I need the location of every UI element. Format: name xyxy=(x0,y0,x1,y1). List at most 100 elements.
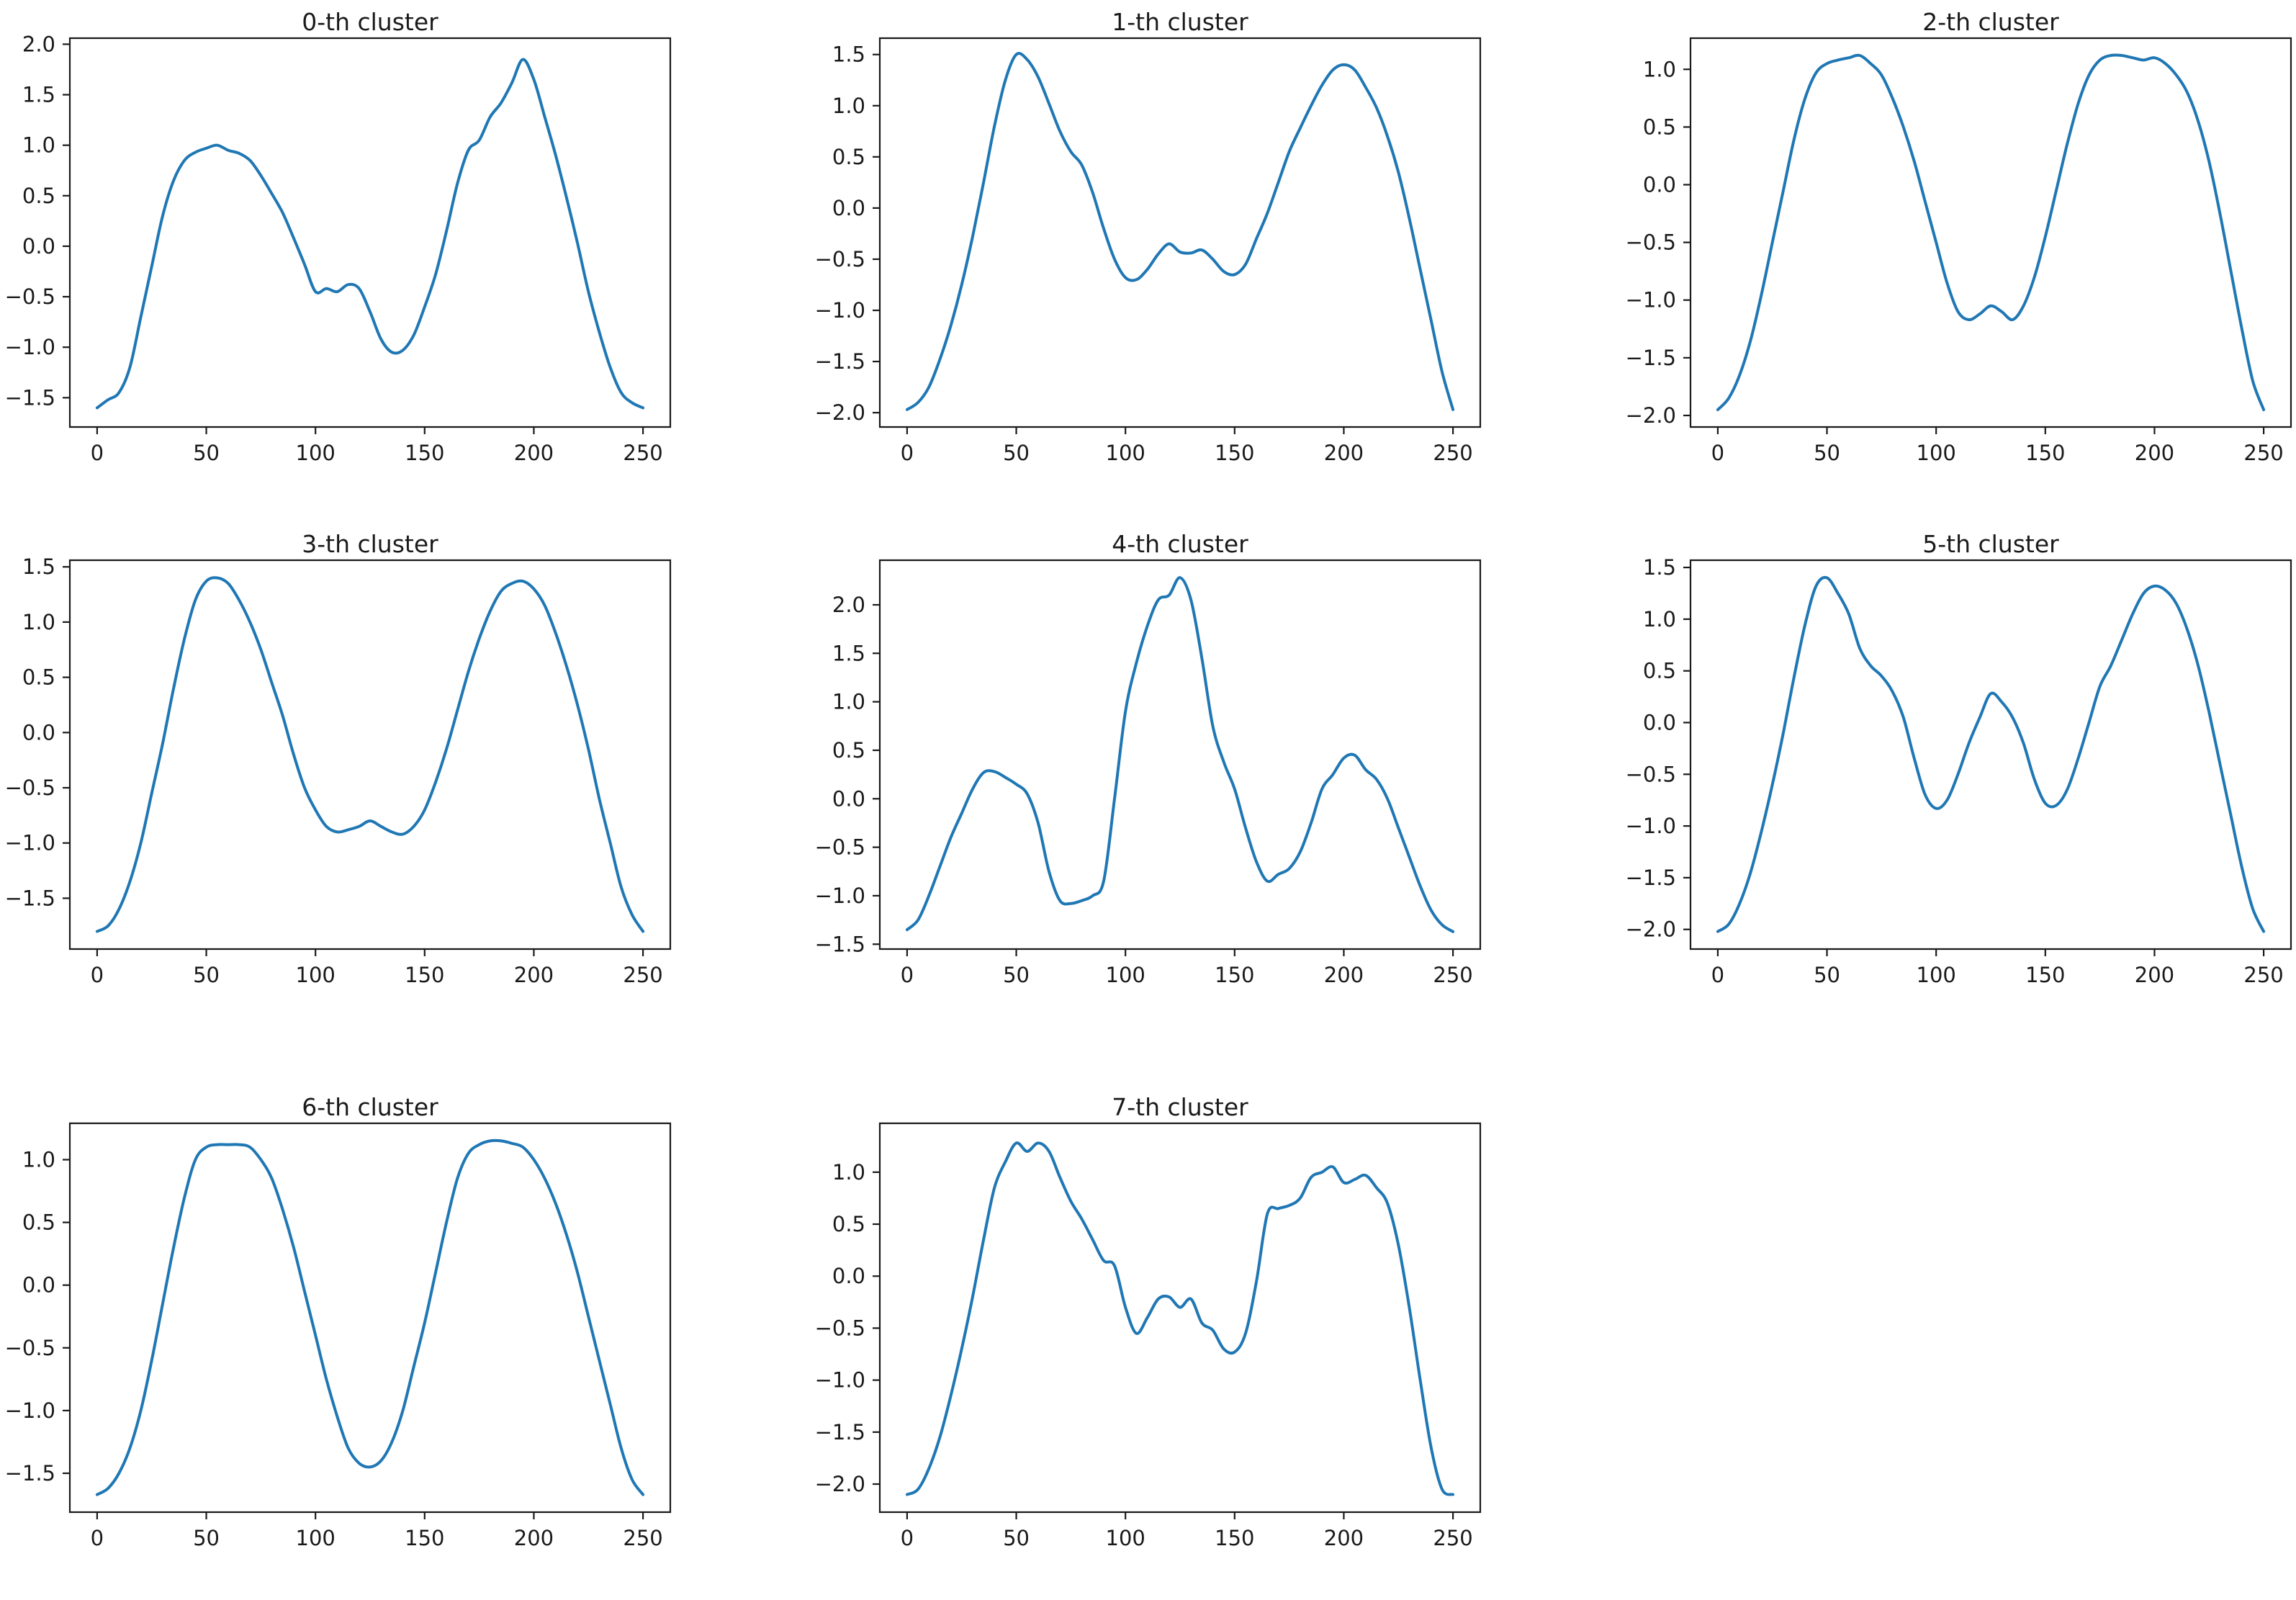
y-tick-label: 0.5 xyxy=(832,145,865,169)
subplot-1: 1-th cluster 0 50 100 150 200 250 1.5 1.0 0.5 0.0 −… xyxy=(815,8,1482,465)
x-tick-label: 150 xyxy=(405,963,444,987)
y-tick-label: −1.0 xyxy=(815,884,865,908)
y-tick-label: 1.0 xyxy=(22,610,55,634)
x-tick-label: 250 xyxy=(1433,441,1472,465)
axes-spines xyxy=(878,559,1482,950)
x-tick-label: 0 xyxy=(1711,963,1724,987)
y-tick-label: −1.5 xyxy=(815,349,865,374)
x-tick-label: 200 xyxy=(514,1526,554,1550)
x-tick-label: 0 xyxy=(901,1526,914,1550)
x-tick-label: 50 xyxy=(193,963,220,987)
x-tick-label: 0 xyxy=(91,441,104,465)
x-tick-label: 50 xyxy=(193,1526,220,1550)
y-tick-label: −1.0 xyxy=(1626,814,1676,838)
x-tick-label: 100 xyxy=(1917,441,1956,465)
cluster-centroids-figure: 0-th cluster 0 50 100 150 200 250 2.0 1.5 1.0 0.5 0… xyxy=(4,8,2292,1550)
y-tick-label: 0.0 xyxy=(1643,710,1676,734)
y-tick-label: 1.5 xyxy=(832,641,865,665)
x-tick-label: 100 xyxy=(1106,963,1145,987)
subplot-title: 4-th cluster xyxy=(1112,530,1248,558)
cluster-line xyxy=(95,576,645,933)
y-tick-label: −0.5 xyxy=(5,776,55,800)
y-tick-label: −0.5 xyxy=(815,1316,865,1340)
y-tick-label: −2.0 xyxy=(815,400,865,425)
x-tick-label: 200 xyxy=(1324,963,1364,987)
y-tick-label: −1.0 xyxy=(1626,288,1676,313)
axes: 0 50 100 150 200 250 1.5 1.0 0.5 0.0 −0.5 −1.0 −1.5 −… xyxy=(1626,555,2292,987)
y-tick-label: −0.5 xyxy=(1626,230,1676,255)
axes-spines xyxy=(1689,37,2292,428)
y-tick-label: 0.0 xyxy=(22,1273,55,1298)
axes: 0 50 100 150 200 250 1.5 1.0 0.5 0.0 −0.5 −1.0 −1.5 xyxy=(5,554,672,987)
y-tick-label: −1.5 xyxy=(815,1420,865,1444)
subplot-title: 1-th cluster xyxy=(1112,8,1248,36)
axes-spines xyxy=(878,37,1482,428)
x-tick-label: 150 xyxy=(1215,441,1254,465)
subplot-7: 7-th cluster 0 50 100 150 200 250 1.0 0.5 0.0 −0.5… xyxy=(815,1093,1482,1550)
x-tick-label: 100 xyxy=(1917,963,1956,987)
y-tick-label: −1.0 xyxy=(815,1368,865,1393)
x-tick-label: 150 xyxy=(2025,963,2065,987)
x-tick-label: 250 xyxy=(1433,1526,1472,1550)
y-tick-label: 0.5 xyxy=(22,1210,55,1235)
cluster-line xyxy=(95,58,645,410)
cluster-line xyxy=(95,1138,645,1496)
y-tick-label: 0.5 xyxy=(832,1212,865,1236)
x-tick-label: 50 xyxy=(1003,1526,1030,1550)
y-tick-label: −0.5 xyxy=(815,835,865,860)
y-tick-label: 1.5 xyxy=(22,83,55,107)
y-tick-label: 1.0 xyxy=(832,94,865,118)
y-tick-label: 1.0 xyxy=(1643,57,1676,81)
x-tick-label: 150 xyxy=(1215,963,1254,987)
y-tick-label: −1.0 xyxy=(815,298,865,323)
x-tick-label: 0 xyxy=(901,441,914,465)
y-tick-label: 0.5 xyxy=(832,738,865,763)
cluster-line xyxy=(1716,575,2266,933)
x-tick-label: 100 xyxy=(1106,441,1145,465)
x-tick-label: 50 xyxy=(193,441,220,465)
axes: 0 50 100 150 200 250 1.0 0.5 0.0 −0.5 −1.0 −1.5 −2.0 xyxy=(815,1122,1482,1550)
x-tick-label: 100 xyxy=(296,441,336,465)
x-tick-label: 100 xyxy=(296,963,336,987)
y-tick-label: 2.0 xyxy=(22,32,55,56)
subplot-6: 6-th cluster 0 50 100 150 200 250 1.0 0.5 0.0 −0.5… xyxy=(5,1093,672,1550)
x-tick-label: 50 xyxy=(1814,963,1840,987)
y-tick-label: 1.5 xyxy=(832,42,865,67)
x-tick-label: 200 xyxy=(2135,963,2174,987)
y-tick-label: 0.0 xyxy=(22,720,55,745)
y-tick-label: −2.0 xyxy=(1626,917,1676,942)
x-tick-label: 200 xyxy=(514,441,554,465)
subplot-title: 5-th cluster xyxy=(1922,530,2059,558)
axes-spines xyxy=(68,1122,672,1514)
x-tick-label: 0 xyxy=(1711,441,1724,465)
subplot-5: 5-th cluster 0 50 100 150 200 250 1.5 1.0 0.5 0.0 −… xyxy=(1626,530,2292,987)
x-tick-label: 200 xyxy=(514,963,554,987)
x-tick-label: 250 xyxy=(623,963,662,987)
y-tick-label: 0.5 xyxy=(1643,114,1676,139)
y-tick-label: 0.0 xyxy=(1643,173,1676,197)
x-tick-label: 150 xyxy=(1215,1526,1254,1550)
cluster-line xyxy=(905,576,1455,933)
axes-spines xyxy=(68,559,672,950)
y-tick-label: −0.5 xyxy=(1626,762,1676,786)
x-tick-label: 0 xyxy=(91,1526,104,1550)
x-tick-label: 0 xyxy=(91,963,104,987)
y-tick-label: −0.5 xyxy=(815,247,865,271)
y-tick-label: 1.0 xyxy=(832,1160,865,1185)
axes: 0 50 100 150 200 250 1.5 1.0 0.5 0.0 −0.5 −1.0 −1.5 −… xyxy=(815,37,1482,465)
x-tick-label: 250 xyxy=(2243,441,2283,465)
x-tick-label: 250 xyxy=(623,1526,662,1550)
x-tick-label: 100 xyxy=(1106,1526,1145,1550)
y-tick-label: 1.0 xyxy=(1643,607,1676,632)
y-tick-label: 0.0 xyxy=(22,234,55,259)
subplot-title: 7-th cluster xyxy=(1112,1093,1248,1121)
x-tick-label: 50 xyxy=(1814,441,1840,465)
x-tick-label: 50 xyxy=(1003,963,1030,987)
y-tick-label: 1.0 xyxy=(22,133,55,158)
x-tick-label: 0 xyxy=(901,963,914,987)
y-tick-label: 0.0 xyxy=(832,196,865,220)
x-tick-label: 200 xyxy=(1324,1526,1364,1550)
x-tick-label: 150 xyxy=(405,441,444,465)
subplot-title: 6-th cluster xyxy=(302,1093,438,1121)
